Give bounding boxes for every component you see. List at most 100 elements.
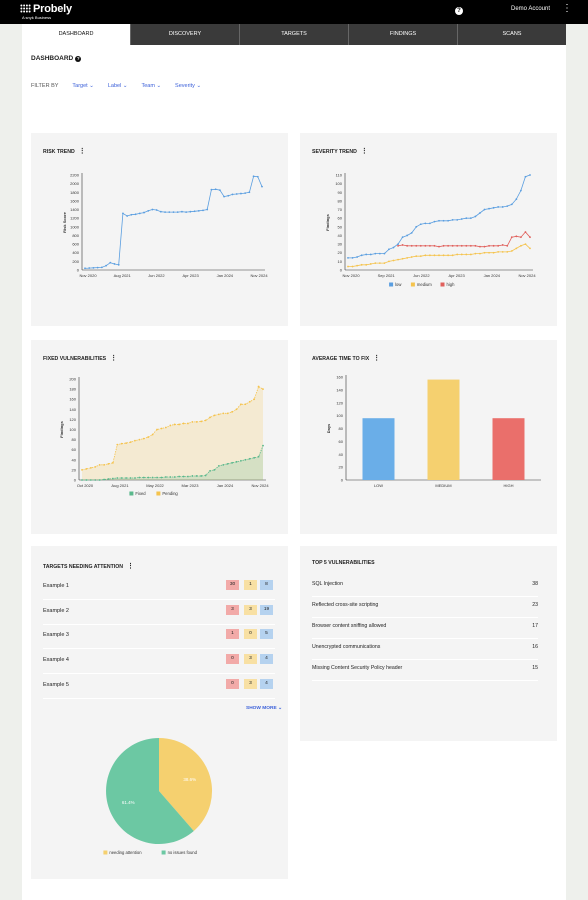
show-more-button[interactable]: SHOW MORE ⌄ (246, 706, 282, 711)
target-name: Example 5 (43, 682, 69, 688)
data-point (160, 427, 163, 430)
data-point (451, 219, 454, 221)
data-point (96, 266, 99, 269)
card-title: AVERAGE TIME TO FIX ⋮ (312, 354, 380, 362)
account-menu[interactable]: Demo Account (511, 6, 551, 12)
data-point (456, 253, 459, 256)
target-row[interactable]: Example 5 0 3 4 (43, 674, 275, 699)
tab-discovery[interactable]: DISCOVERY (131, 24, 240, 45)
y-tick-label: 140 (69, 407, 76, 412)
data-point (433, 220, 436, 223)
help-icon[interactable]: ? (455, 7, 463, 15)
target-row[interactable]: Example 3 1 0 5 (43, 624, 275, 649)
vulnerability-row[interactable]: SQL Injection 38 (312, 576, 538, 597)
data-point (147, 476, 150, 479)
help-icon[interactable]: ? (75, 56, 82, 62)
data-point (456, 219, 459, 221)
data-point (529, 236, 531, 239)
data-point (197, 209, 200, 212)
fixed-vulns-title: FIXED VULNERABILITIES (43, 356, 107, 362)
data-point (195, 475, 198, 477)
data-point (347, 265, 349, 268)
legend-swatch (389, 282, 394, 287)
tab-findings[interactable]: FINDINGS (349, 24, 458, 45)
data-point (169, 424, 172, 427)
data-point (214, 188, 217, 191)
x-tick-label: Nov 2024 (518, 273, 536, 278)
data-point (253, 398, 256, 401)
top-vulnerabilities-card: TOP 5 VULNERABILITIES SQL Injection 38 R… (300, 546, 557, 741)
low-count-badge: 8 (260, 580, 273, 590)
target-row[interactable]: Example 2 3 3 19 (43, 600, 275, 625)
data-point (222, 412, 225, 415)
vulnerability-row[interactable]: Reflected cross-site scripting 23 (312, 597, 538, 618)
y-tick-label: 1400 (70, 207, 80, 212)
data-point (410, 244, 413, 247)
filter-team[interactable]: Team ⌄ (141, 83, 161, 89)
filter-label-dropdown[interactable]: Label ⌄ (108, 83, 128, 89)
data-point (204, 474, 207, 477)
card-title: SEVERITY TREND ⋮ (312, 147, 368, 155)
data-point (438, 245, 440, 248)
vulnerability-name: Missing Content Security Policy header (312, 665, 403, 671)
card-menu-icon[interactable]: ⋮ (360, 148, 368, 155)
card-menu-icon[interactable]: ⋮ (127, 563, 135, 570)
data-point (406, 244, 409, 247)
low-count-badge: 5 (260, 629, 273, 639)
data-point (424, 222, 427, 225)
target-row[interactable]: Example 4 0 3 4 (43, 649, 275, 674)
filter-severity[interactable]: Severity ⌄ (175, 83, 201, 89)
brand-name: Probely (33, 3, 72, 15)
data-point (257, 385, 260, 388)
data-point (392, 259, 395, 262)
filter-target[interactable]: Target ⌄ (72, 83, 93, 89)
data-point (253, 456, 256, 459)
legend-label: low (395, 282, 402, 287)
vulnerability-count: 16 (532, 644, 538, 650)
tab-targets[interactable]: TARGETS (240, 24, 349, 45)
data-point (401, 236, 404, 239)
data-point (415, 255, 418, 258)
data-point (365, 263, 368, 266)
data-point (223, 195, 225, 198)
top-bar: Probely A snyk Business ? Demo Account ⋮ (0, 0, 588, 24)
average-time-chart: 0 20 40 60 80 100 120 140 160 Days LOW MEDIUM HIGH (326, 375, 541, 488)
legend-swatch (161, 850, 166, 855)
data-point (187, 475, 189, 478)
data-point (116, 477, 119, 479)
legend-label: medium (417, 282, 432, 287)
data-point (156, 476, 158, 479)
targets-pie-chart: 38.6% 61.4% needing attention no issues fou… (103, 738, 213, 855)
card-menu-icon[interactable]: ⋮ (78, 148, 86, 155)
data-point (497, 244, 500, 247)
data-point (465, 244, 468, 247)
y-tick-label: 60 (72, 447, 77, 452)
target-row[interactable]: Example 1 30 1 8 (43, 575, 275, 600)
vulnerability-count: 15 (532, 665, 538, 671)
data-point (159, 210, 162, 213)
data-point (469, 253, 472, 256)
data-point (497, 250, 500, 253)
data-point (107, 462, 110, 465)
tab-dashboard[interactable]: DASHBOARD (22, 24, 131, 45)
data-point (169, 476, 172, 478)
vulnerability-row[interactable]: Missing Content Security Policy header 1… (312, 660, 538, 681)
data-point (226, 462, 229, 465)
vulnerability-row[interactable]: Browser content sniffing allowed 17 (312, 618, 538, 639)
y-tick-label: 60 (339, 439, 344, 444)
y-tick-label: 160 (336, 375, 343, 380)
card-menu-icon[interactable]: ⋮ (110, 355, 118, 362)
tab-scans[interactable]: SCANS (502, 31, 522, 37)
data-point (524, 175, 527, 178)
y-tick-label: 10 (338, 259, 343, 264)
data-point (429, 254, 431, 257)
legend-label: Fixed (135, 491, 146, 496)
high-count-badge: 30 (226, 580, 239, 590)
data-point (181, 210, 183, 213)
vulnerability-row[interactable]: Unencrypted communications 16 (312, 639, 538, 660)
data-point (218, 189, 221, 192)
main-menu-icon[interactable]: ⋮ (562, 3, 572, 14)
brand-logo[interactable]: Probely A snyk Business (20, 3, 72, 20)
data-point (235, 193, 238, 195)
card-menu-icon[interactable]: ⋮ (373, 355, 381, 362)
